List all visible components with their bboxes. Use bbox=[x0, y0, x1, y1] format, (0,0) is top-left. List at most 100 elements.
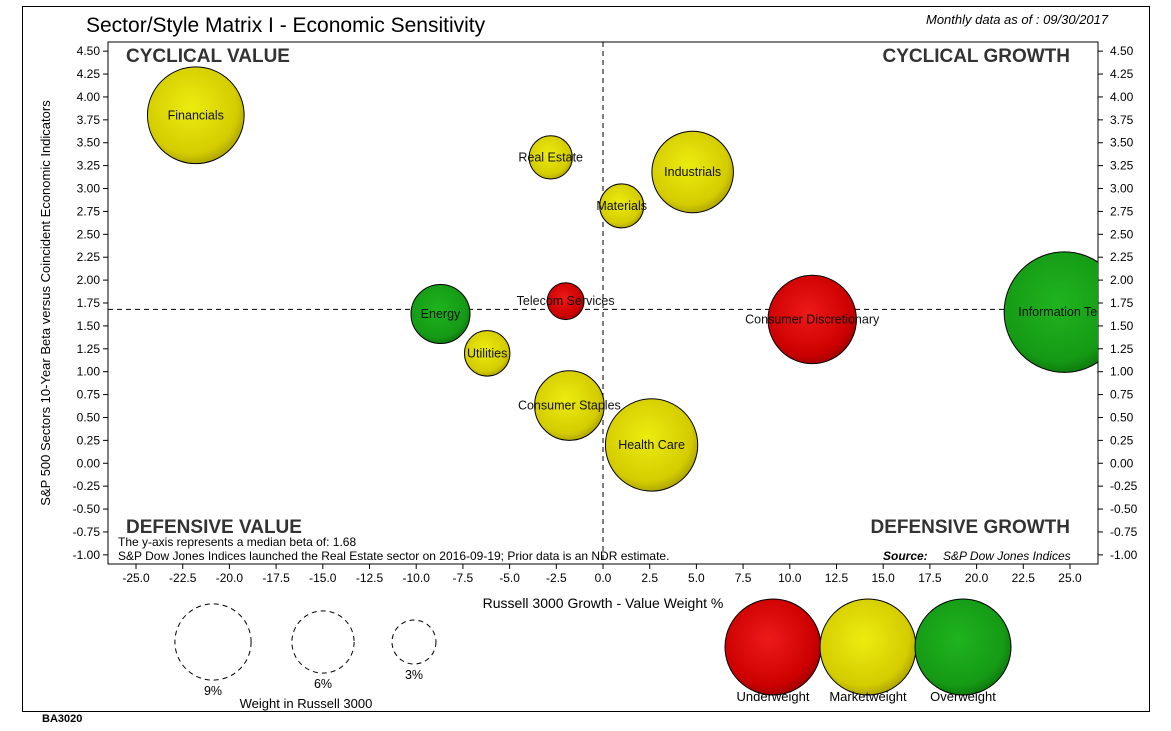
x-tick-label: -25.0 bbox=[122, 571, 150, 585]
y-tick-label-left: 3.00 bbox=[77, 182, 101, 196]
y-axis-title: S&P 500 Sectors 10-Year Beta versus Coin… bbox=[38, 100, 53, 506]
color-legend: Underweight Marketweight Overweight bbox=[724, 598, 1012, 704]
size-legend: 9% 6% 3% bbox=[174, 603, 437, 698]
color-legend-label: Underweight bbox=[737, 689, 810, 704]
y-tick-label-left: 0.75 bbox=[77, 388, 101, 402]
y-tick-label-left: -0.25 bbox=[73, 479, 101, 493]
y-tick-label-right: 4.25 bbox=[1110, 67, 1134, 81]
y-tick-label-left: 2.00 bbox=[77, 273, 101, 287]
bubbles: Financials Real Estate Industrials Material… bbox=[146, 66, 1110, 492]
y-tick-label-left: 1.00 bbox=[77, 365, 101, 379]
bubble-label: Utilities bbox=[467, 346, 507, 360]
y-tick-label-right: -1.00 bbox=[1110, 548, 1138, 562]
y-tick-label-right: -0.25 bbox=[1110, 479, 1138, 493]
bubble-utilities bbox=[463, 330, 511, 377]
y-tick-label-left: 1.25 bbox=[77, 342, 101, 356]
x-tick-label: 12.5 bbox=[825, 571, 849, 585]
y-tick-label-right: 4.50 bbox=[1110, 44, 1134, 58]
y-tick-label-right: -0.75 bbox=[1110, 525, 1138, 539]
y-tick-label-right: 0.50 bbox=[1110, 410, 1134, 424]
y-tick-label-left: 3.50 bbox=[77, 136, 101, 150]
size-legend-circle bbox=[174, 603, 252, 681]
bubble-label: Financials bbox=[168, 108, 224, 122]
bubble-information-tech bbox=[1003, 251, 1098, 373]
size-legend-circle bbox=[391, 619, 437, 665]
y-tick-label-right: 2.00 bbox=[1110, 273, 1134, 287]
bubble-industrials bbox=[651, 130, 734, 214]
quadrant-label-defensive-growth: DEFENSIVE GROWTH bbox=[870, 517, 1070, 538]
bubble-label: Consumer Discretionary bbox=[745, 312, 880, 326]
page-title: Sector/Style Matrix I - Economic Sensiti… bbox=[86, 14, 486, 37]
y-tick-label-right: 1.00 bbox=[1110, 365, 1134, 379]
color-legend-overweight-swatch bbox=[914, 598, 1012, 696]
quadrant-label-cyclical-growth: CYCLICAL GROWTH bbox=[882, 46, 1070, 67]
y-tick-label-right: 2.75 bbox=[1110, 204, 1134, 218]
x-tick-label: -2.5 bbox=[546, 571, 567, 585]
note-real-estate: S&P Dow Jones Indices launched the Real … bbox=[118, 549, 669, 563]
y-tick-label-right: -0.50 bbox=[1110, 502, 1138, 516]
y-tick-label-right: 3.75 bbox=[1110, 113, 1134, 127]
x-tick-label: 20.0 bbox=[965, 571, 989, 585]
y-tick-label-left: -0.50 bbox=[73, 502, 101, 516]
y-tick-label-right: 1.50 bbox=[1110, 319, 1134, 333]
axis-ticks: -25.0 -22.5 -20.0 -17.5 -15.0 -12.5 -10.0 -7.5 -… bbox=[73, 44, 1138, 585]
bubble-label: Energy bbox=[421, 307, 461, 321]
bubble-health-care bbox=[604, 398, 699, 492]
source-label: Source: bbox=[883, 549, 928, 563]
x-tick-label: -15.0 bbox=[309, 571, 337, 585]
y-tick-label-right: 4.00 bbox=[1110, 90, 1134, 104]
x-tick-label: -10.0 bbox=[403, 571, 431, 585]
bubble-label: Health Care bbox=[618, 438, 685, 452]
y-tick-label-left: 2.75 bbox=[77, 204, 101, 218]
color-legend-label: Overweight bbox=[930, 689, 996, 704]
y-tick-label-right: 2.25 bbox=[1110, 250, 1134, 264]
y-tick-label-right: 1.75 bbox=[1110, 296, 1134, 310]
bubble-consumer-staples bbox=[534, 370, 605, 441]
y-tick-label-left: 2.50 bbox=[77, 227, 101, 241]
x-tick-label: 2.5 bbox=[641, 571, 658, 585]
x-tick-label: -17.5 bbox=[262, 571, 290, 585]
y-tick-label-left: 0.50 bbox=[77, 410, 101, 424]
x-tick-label: 22.5 bbox=[1012, 571, 1036, 585]
size-legend-label: 6% bbox=[314, 677, 332, 691]
x-tick-label: -5.0 bbox=[499, 571, 520, 585]
bubble-consumer-discretionary bbox=[767, 274, 857, 365]
y-tick-label-left: 3.75 bbox=[77, 113, 101, 127]
y-tick-label-right: 3.50 bbox=[1110, 136, 1134, 150]
y-tick-label-left: 0.00 bbox=[77, 456, 101, 470]
x-tick-label: 15.0 bbox=[872, 571, 896, 585]
y-tick-label-right: 2.50 bbox=[1110, 227, 1134, 241]
y-tick-label-left: 3.25 bbox=[77, 159, 101, 173]
bubble-label: Real Estate bbox=[518, 150, 583, 164]
chart-frame bbox=[22, 6, 1150, 712]
x-axis-title: Russell 3000 Growth - Value Weight % bbox=[483, 595, 724, 611]
color-legend-marketweight-swatch bbox=[819, 598, 917, 696]
x-tick-label: -20.0 bbox=[216, 571, 244, 585]
bubble-financials bbox=[146, 66, 245, 165]
bubble-real-estate bbox=[528, 135, 573, 180]
y-tick-label-left: 0.25 bbox=[77, 433, 101, 447]
source-text: S&P Dow Jones Indices bbox=[943, 549, 1071, 563]
quadrant-dividers bbox=[108, 42, 1098, 564]
as-of-date: Monthly data as of : 09/30/2017 bbox=[926, 12, 1109, 27]
bubble-label: Telecom Services bbox=[517, 294, 615, 308]
x-tick-label: 5.0 bbox=[688, 571, 705, 585]
bubble-energy bbox=[410, 283, 471, 345]
y-tick-label-right: 3.00 bbox=[1110, 182, 1134, 196]
x-tick-label: 7.5 bbox=[735, 571, 752, 585]
size-legend-label: 9% bbox=[204, 684, 222, 698]
quadrant-label-cyclical-value: CYCLICAL VALUE bbox=[126, 46, 290, 67]
y-tick-label-left: -1.00 bbox=[73, 548, 101, 562]
bubble-label: Information Tech bbox=[1018, 305, 1110, 319]
bubble-label: Materials bbox=[596, 199, 647, 213]
x-tick-label: -12.5 bbox=[356, 571, 384, 585]
quadrant-label-defensive-value: DEFENSIVE VALUE bbox=[126, 517, 302, 538]
y-tick-label-right: 0.00 bbox=[1110, 456, 1134, 470]
bubble-label: Consumer Staples bbox=[518, 399, 621, 413]
x-tick-label: 0.0 bbox=[595, 571, 612, 585]
y-tick-label-left: 2.25 bbox=[77, 250, 101, 264]
y-tick-label-left: -0.75 bbox=[73, 525, 101, 539]
bubble-materials bbox=[599, 183, 645, 229]
y-tick-label-left: 1.75 bbox=[77, 296, 101, 310]
y-tick-label-right: 3.25 bbox=[1110, 159, 1134, 173]
